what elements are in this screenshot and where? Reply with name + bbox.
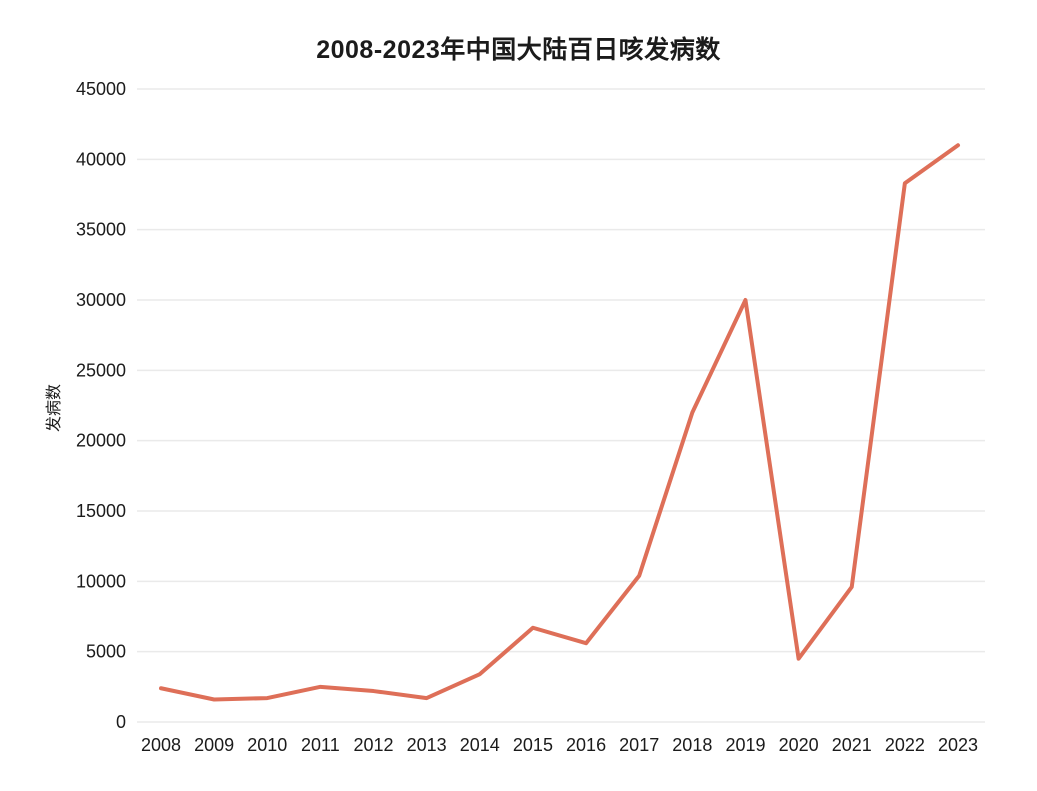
y-tick-label: 10000 bbox=[76, 571, 126, 591]
x-axis-tick-labels: 2008 2009 2010 2011 2012 2013 2014 2015 2016 2017… bbox=[141, 735, 978, 755]
y-tick-label: 45000 bbox=[76, 79, 126, 99]
y-tick-label: 35000 bbox=[76, 220, 126, 240]
y-tick-label: 0 bbox=[116, 712, 126, 732]
x-tick-label: 2021 bbox=[832, 735, 872, 755]
y-tick-label: 25000 bbox=[76, 360, 126, 380]
chart-title: 2008-2023年中国大陆百日咳发病数 bbox=[316, 36, 721, 64]
x-tick-label: 2022 bbox=[885, 735, 925, 755]
gridlines bbox=[137, 88, 985, 723]
x-tick-label: 2008 bbox=[141, 735, 181, 755]
y-tick-label: 40000 bbox=[76, 149, 126, 169]
x-tick-label: 2015 bbox=[513, 735, 553, 755]
x-tick-label: 2019 bbox=[725, 735, 765, 755]
x-tick-label: 2009 bbox=[194, 735, 234, 755]
x-tick-label: 2017 bbox=[619, 735, 659, 755]
y-tick-label: 20000 bbox=[76, 431, 126, 451]
y-tick-label: 5000 bbox=[86, 642, 126, 662]
data-series-line bbox=[159, 143, 960, 702]
x-tick-label: 2016 bbox=[566, 735, 606, 755]
x-tick-label: 2010 bbox=[247, 735, 287, 755]
x-tick-label: 2014 bbox=[460, 735, 500, 755]
y-tick-label: 15000 bbox=[76, 501, 126, 521]
x-tick-label: 2012 bbox=[354, 735, 394, 755]
x-tick-label: 2011 bbox=[301, 735, 340, 755]
y-tick-label: 30000 bbox=[76, 290, 126, 310]
x-tick-label: 2020 bbox=[779, 735, 819, 755]
x-tick-label: 2018 bbox=[672, 735, 712, 755]
y-axis-tick-labels: 0 5000 10000 15000 20000 25000 30000 35000 40000… bbox=[76, 79, 126, 732]
x-tick-label: 2013 bbox=[407, 735, 447, 755]
x-tick-label: 2023 bbox=[938, 735, 978, 755]
